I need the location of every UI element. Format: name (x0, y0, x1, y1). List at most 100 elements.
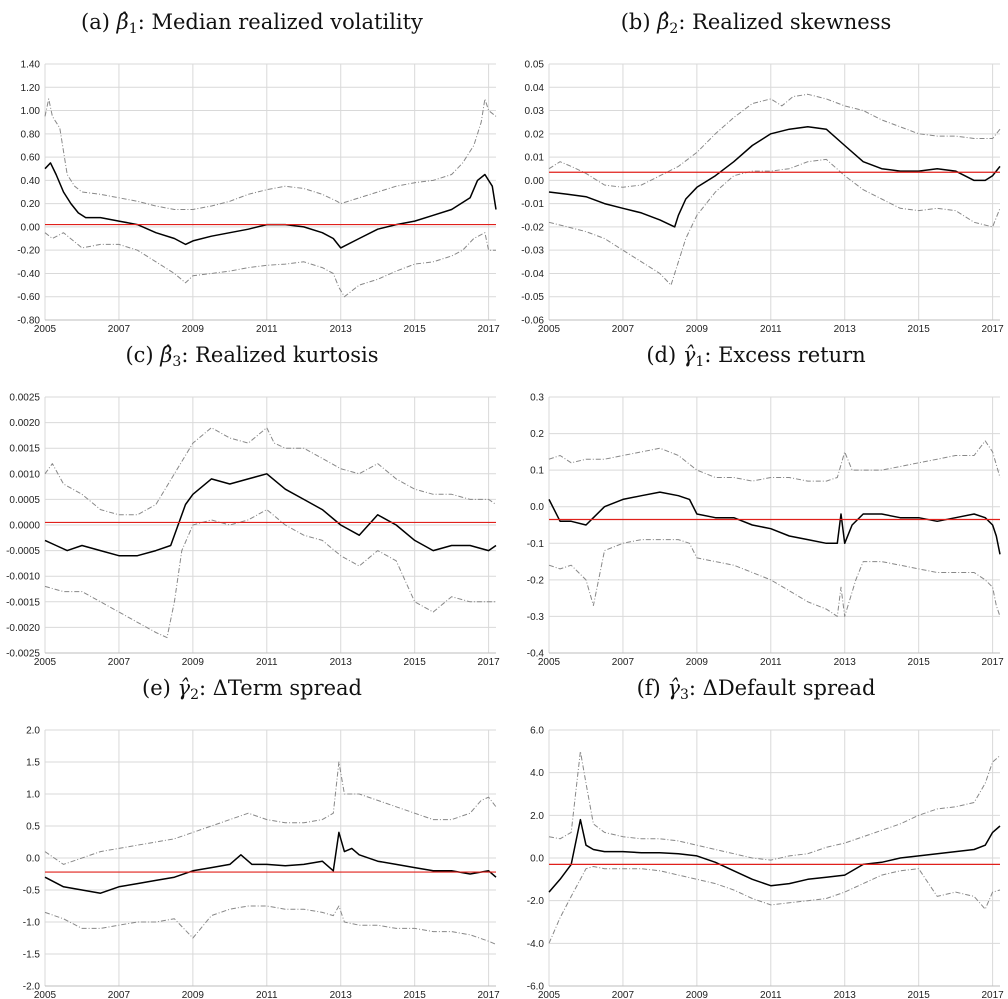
y-tick-label: 0.3 (530, 393, 544, 404)
x-tick-label: 2007 (612, 324, 635, 333)
panel-symbol: β̂ (657, 10, 670, 34)
x-tick-label: 2005 (34, 657, 57, 666)
panel-subscript: 3 (172, 354, 182, 370)
x-tick-label: 2015 (404, 324, 427, 333)
y-tick-label: 2.0 (530, 811, 544, 822)
y-tick-label: 1.20 (21, 83, 41, 94)
x-tick-label: 2011 (760, 657, 782, 666)
panel-c: (c) β̂3: Realized kurtosis 0.0025 0.0020 0… (0, 333, 504, 666)
panel-label: (b) (620, 10, 651, 34)
panel-b: (b) β̂2: Realized skewness 0.05 0.04 0.03 0… (504, 0, 1008, 333)
estimate-line (548, 126, 1001, 228)
y-tick-label: 0.80 (21, 129, 41, 140)
y-tick-label: 0.1 (530, 466, 544, 477)
estimate-line (548, 818, 1001, 893)
y-tick-label: -0.80 (17, 316, 40, 327)
y-tick-label: -0.20 (17, 246, 40, 257)
panel-title-text: : ΔTerm spread (199, 676, 362, 700)
grid (44, 729, 496, 987)
y-tick-label: -0.5 (23, 886, 41, 897)
grid (548, 63, 1000, 321)
y-tick-label: 0.0025 (9, 393, 40, 404)
x-tick-label: 2009 (182, 657, 205, 666)
estimate-line (44, 162, 497, 249)
x-tick-label: 2011 (256, 324, 278, 333)
panel-subscript: 1 (128, 21, 138, 37)
x-tick-label: 2005 (34, 990, 57, 999)
y-tick-label: 0.05 (525, 60, 545, 71)
panel-subscript: 2 (190, 687, 199, 703)
grid (548, 396, 1000, 654)
y-tick-label: -0.04 (521, 269, 544, 280)
grid (44, 396, 496, 654)
x-tick-label: 2009 (686, 657, 709, 666)
y-tick-label: 0.0010 (9, 469, 40, 480)
y-tick-label: -0.0025 (6, 649, 40, 660)
y-tick-label: 0.00 (525, 176, 545, 187)
x-tick-label: 2015 (404, 657, 427, 666)
confidence-band-line (44, 427, 497, 516)
x-tick-label: 2015 (404, 990, 427, 999)
panel-title-text: : Excess return (704, 343, 866, 367)
confidence-band-line (548, 866, 1001, 944)
y-tick-label: 0.2 (530, 429, 544, 440)
x-tick-label: 2005 (538, 990, 561, 999)
panel-subscript: 2 (669, 21, 679, 37)
y-tick-label: -0.60 (17, 292, 40, 303)
y-tick-label: -1.5 (23, 950, 41, 961)
y-tick-label: 0.0 (530, 502, 544, 513)
estimate-line (44, 831, 497, 894)
panel-title: (e) γ̂2: ΔTerm spread (0, 676, 504, 703)
x-tick-label: 2009 (686, 990, 709, 999)
x-tick-label: 2017 (981, 990, 1004, 999)
y-tick-label: 2.0 (26, 726, 40, 737)
y-tick-label: 1.00 (21, 106, 41, 117)
confidence-band-line (44, 905, 497, 945)
x-tick-label: 2009 (182, 324, 205, 333)
panel-subscript: 1 (695, 354, 705, 370)
y-tick-label: -6.0 (527, 982, 545, 993)
confidence-band-line (548, 750, 1001, 861)
y-tick-label: 0.03 (525, 106, 545, 117)
grid (44, 63, 496, 321)
x-tick-label: 2011 (256, 990, 278, 999)
y-tick-label: -0.06 (521, 316, 544, 327)
y-tick-label: 0.0 (26, 854, 40, 865)
y-tick-label: -0.03 (521, 246, 544, 257)
y-tick-label: -4.0 (527, 939, 545, 950)
x-tick-label: 2009 (182, 990, 205, 999)
y-tick-label: 0.0000 (9, 521, 40, 532)
x-tick-label: 2011 (256, 657, 278, 666)
x-tick-label: 2011 (760, 324, 782, 333)
x-tick-label: 2017 (981, 657, 1004, 666)
y-tick-label: 0.0020 (9, 418, 40, 429)
x-tick-label: 2013 (330, 990, 353, 999)
panel-subscript: 3 (680, 687, 689, 703)
panel-title: (a) β̂1: Median realized volatility (0, 10, 504, 37)
panel-title-text: : Realized skewness (678, 10, 892, 34)
confidence-band-line (548, 539, 1001, 617)
y-tick-label: -0.0015 (6, 597, 40, 608)
y-tick-label: 0.04 (525, 83, 545, 94)
y-tick-label: -0.4 (527, 649, 545, 660)
x-tick-label: 2017 (981, 324, 1004, 333)
y-tick-label: 0.0015 (9, 444, 40, 455)
y-tick-label: 0.02 (525, 129, 545, 140)
confidence-band-line (44, 761, 497, 865)
x-tick-label: 2005 (538, 324, 561, 333)
x-tick-label: 2007 (612, 990, 635, 999)
confidence-band-line (548, 93, 1001, 188)
panel-label: (c) (125, 343, 154, 367)
panel-a: (a) β̂1: Median realized volatility 1.40… (0, 0, 504, 333)
x-tick-label: 2013 (834, 990, 857, 999)
panel-d: (d) γ̂1: Excess return 0.3 0.2 0.1 0.0 -0.1 -… (504, 333, 1008, 666)
x-tick-label: 2007 (108, 990, 131, 999)
y-tick-label: -0.40 (17, 269, 40, 280)
y-tick-label: -0.1 (527, 539, 545, 550)
panel-e: (e) γ̂2: ΔTerm spread 2.0 1.5 1.0 0.5 0.0 -0.… (0, 666, 504, 999)
grid (548, 729, 1000, 987)
panel-symbol: γ̂ (682, 343, 696, 367)
y-tick-label: -0.05 (521, 292, 544, 303)
y-tick-label: -2.0 (23, 982, 41, 993)
